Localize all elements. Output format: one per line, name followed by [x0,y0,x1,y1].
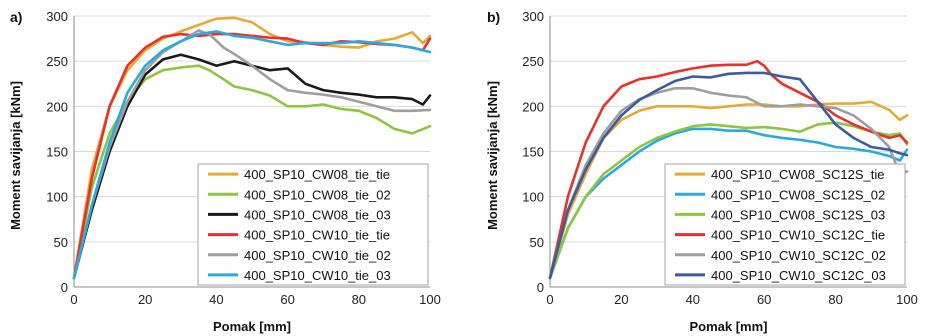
y-tick-label: 0 [61,280,68,295]
series-line-1 [72,16,432,280]
x-tick-label: 100 [419,292,441,307]
x-tick-label: 40 [686,292,700,307]
y-tick-label: 150 [522,145,544,160]
legend-label: 400_SP10_CW10_SC12C_tie [711,228,885,243]
legend-box [197,163,429,286]
x-tick-label: 80 [352,292,366,307]
y-tick-label: 150 [46,145,68,160]
y-tick-label: 100 [522,190,544,205]
panel-label: b) [487,9,500,25]
y-tick-label: 50 [530,235,544,250]
legend-label: 400_SP10_CW08_tie_03 [244,207,391,222]
legend-box [664,163,906,286]
x-tick-label: 0 [546,292,553,307]
x-axis-title: Pomak [mm] [213,319,291,334]
y-tick-label: 250 [46,54,68,69]
legend-label: 400_SP10_CW10_tie_tie [244,228,390,243]
y-tick-label: 250 [522,54,544,69]
y-tick-label: 200 [522,99,544,114]
legend-label: 400_SP10_CW10_tie_02 [244,248,391,263]
y-axis-title: Moment savijanja [kNm] [485,81,500,230]
series-line-5 [72,29,432,280]
x-tick-label: 20 [614,292,628,307]
y-tick-label: 300 [522,9,544,24]
series-line-1 [548,100,909,280]
legend-label: 400_SP10_CW08_SC12S_02 [711,187,885,202]
y-tick-label: 200 [46,99,68,114]
series-line-2 [548,127,909,280]
x-tick-label: 20 [138,292,152,307]
legend-label: 400_SP10_CW10_tie_03 [244,268,391,283]
legend-label: 400_SP10_CW10_SC12C_03 [711,268,886,283]
legend-label: 400_SP10_CW08_SC12S_tie [711,167,884,182]
legend-label: 400_SP10_CW08_SC12S_03 [711,207,885,222]
y-tick-label: 50 [54,235,68,250]
series-line-5 [548,87,909,280]
y-tick-label: 100 [46,190,68,205]
x-tick-label: 60 [280,292,294,307]
chart-panel-a: 0 50 100 150 200 250 300 0 20 40 60 80 100 Pomak [mm]… [8,9,441,334]
panel-label: a) [10,9,22,25]
legend-label: 400_SP10_CW08_tie_tie [244,167,390,182]
series-line-3 [72,53,432,280]
x-tick-label: 40 [209,292,223,307]
x-tick-label: 80 [828,292,842,307]
y-tick-label: 0 [537,280,544,295]
series-line-4 [548,59,909,280]
x-tick-label: 60 [757,292,771,307]
legend-label: 400_SP10_CW10_SC12C_02 [711,248,886,263]
y-axis-title: Moment savijanja [kNm] [8,81,23,230]
y-tick-label: 300 [46,9,68,24]
series-line-6 [548,71,909,280]
x-tick-label: 100 [896,292,918,307]
x-axis-title: Pomak [mm] [689,319,767,334]
chart-panel-b: 0 50 100 150 200 250 300 0 20 40 60 80 100 Pomak [mm]… [485,9,918,334]
series-line-6 [72,30,432,280]
legend-label: 400_SP10_CW08_tie_02 [244,187,391,202]
x-tick-label: 0 [70,292,77,307]
